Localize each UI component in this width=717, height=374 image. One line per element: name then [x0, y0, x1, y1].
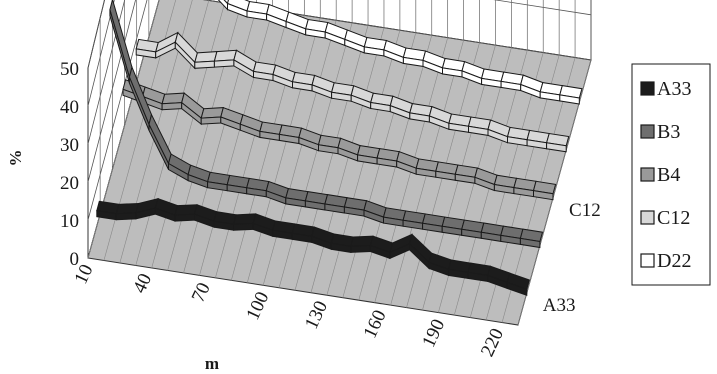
- series-ribbons: [96, 0, 583, 297]
- data-segment-face: [194, 60, 215, 69]
- floor-grid-line: [310, 27, 385, 293]
- x-tick-label: 220: [477, 325, 508, 360]
- legend-swatch: [640, 253, 655, 268]
- x-tick-label: 70: [188, 280, 215, 306]
- legend-swatch: [640, 210, 655, 225]
- x-tick-label: 130: [301, 298, 332, 333]
- data-segment-face: [161, 102, 183, 111]
- y-tick-label: 20: [60, 173, 79, 194]
- floor-grid-line: [246, 17, 321, 283]
- y-tick-label: 30: [60, 135, 79, 156]
- floor-grid-line: [326, 30, 401, 296]
- depth-tick-label: C12: [569, 200, 601, 221]
- x-axis-title: m: [205, 354, 219, 373]
- floor-grid-line: [167, 5, 241, 271]
- legend: A33 B3 B4 C12 D22: [640, 78, 691, 272]
- data-segment: [232, 213, 257, 225]
- data-segment-face: [519, 237, 541, 249]
- legend-swatch: [640, 124, 655, 139]
- floor-grid-line: [278, 22, 353, 288]
- x-tick-label: 100: [242, 289, 273, 324]
- legend-swatch: [640, 81, 655, 96]
- x-tick-label: 40: [129, 270, 156, 296]
- floor-grid-line: [358, 35, 433, 301]
- legend-label: B3: [657, 121, 680, 143]
- data-segment: [350, 235, 374, 247]
- data-segment: [161, 92, 185, 105]
- data-segment-face: [350, 244, 371, 253]
- floor-grid-line: [183, 7, 257, 273]
- data-segment-face: [506, 281, 528, 297]
- y-tick-label: 10: [60, 211, 79, 232]
- floor-grid-line: [342, 32, 417, 298]
- legend-label: B4: [657, 164, 680, 186]
- x-tick-label: 190: [418, 316, 449, 351]
- x-tick-label: 160: [360, 307, 391, 342]
- data-segment-face: [213, 59, 235, 68]
- depth-tick-label: A33: [543, 295, 576, 316]
- series-B3: [109, 0, 544, 249]
- y-axis-title: %: [6, 150, 25, 167]
- legend-swatch: [640, 167, 655, 182]
- y-tick-label: 50: [60, 59, 79, 80]
- floor-grid-line: [151, 2, 225, 269]
- data-segment-face: [533, 190, 554, 201]
- floor-grid-line: [215, 12, 289, 278]
- legend-label: D22: [657, 250, 691, 272]
- floor-grid-line: [231, 15, 305, 281]
- data-segment: [115, 202, 140, 215]
- data-segment-face: [200, 116, 222, 125]
- data-segment: [200, 107, 224, 119]
- data-segment-face: [115, 212, 137, 221]
- series-A33: [96, 198, 530, 297]
- data-segment-face: [546, 142, 567, 153]
- data-segment-face: [233, 222, 254, 231]
- y-tick-label: 0: [70, 249, 80, 270]
- y-tick-label: 40: [60, 97, 79, 118]
- floor-grid-line: [294, 25, 369, 291]
- series-B4: [122, 79, 557, 201]
- series-C12: [135, 31, 570, 153]
- series-D22: [217, 0, 583, 105]
- legend-label: A33: [657, 78, 691, 100]
- legend-label: C12: [657, 207, 690, 229]
- data-segment-face: [559, 94, 580, 105]
- floor-grid-line: [262, 20, 337, 286]
- data-segment-face: [174, 213, 195, 222]
- data-segment: [174, 204, 198, 216]
- floor-grid-line: [135, 0, 210, 266]
- floor-grid-line: [199, 10, 273, 276]
